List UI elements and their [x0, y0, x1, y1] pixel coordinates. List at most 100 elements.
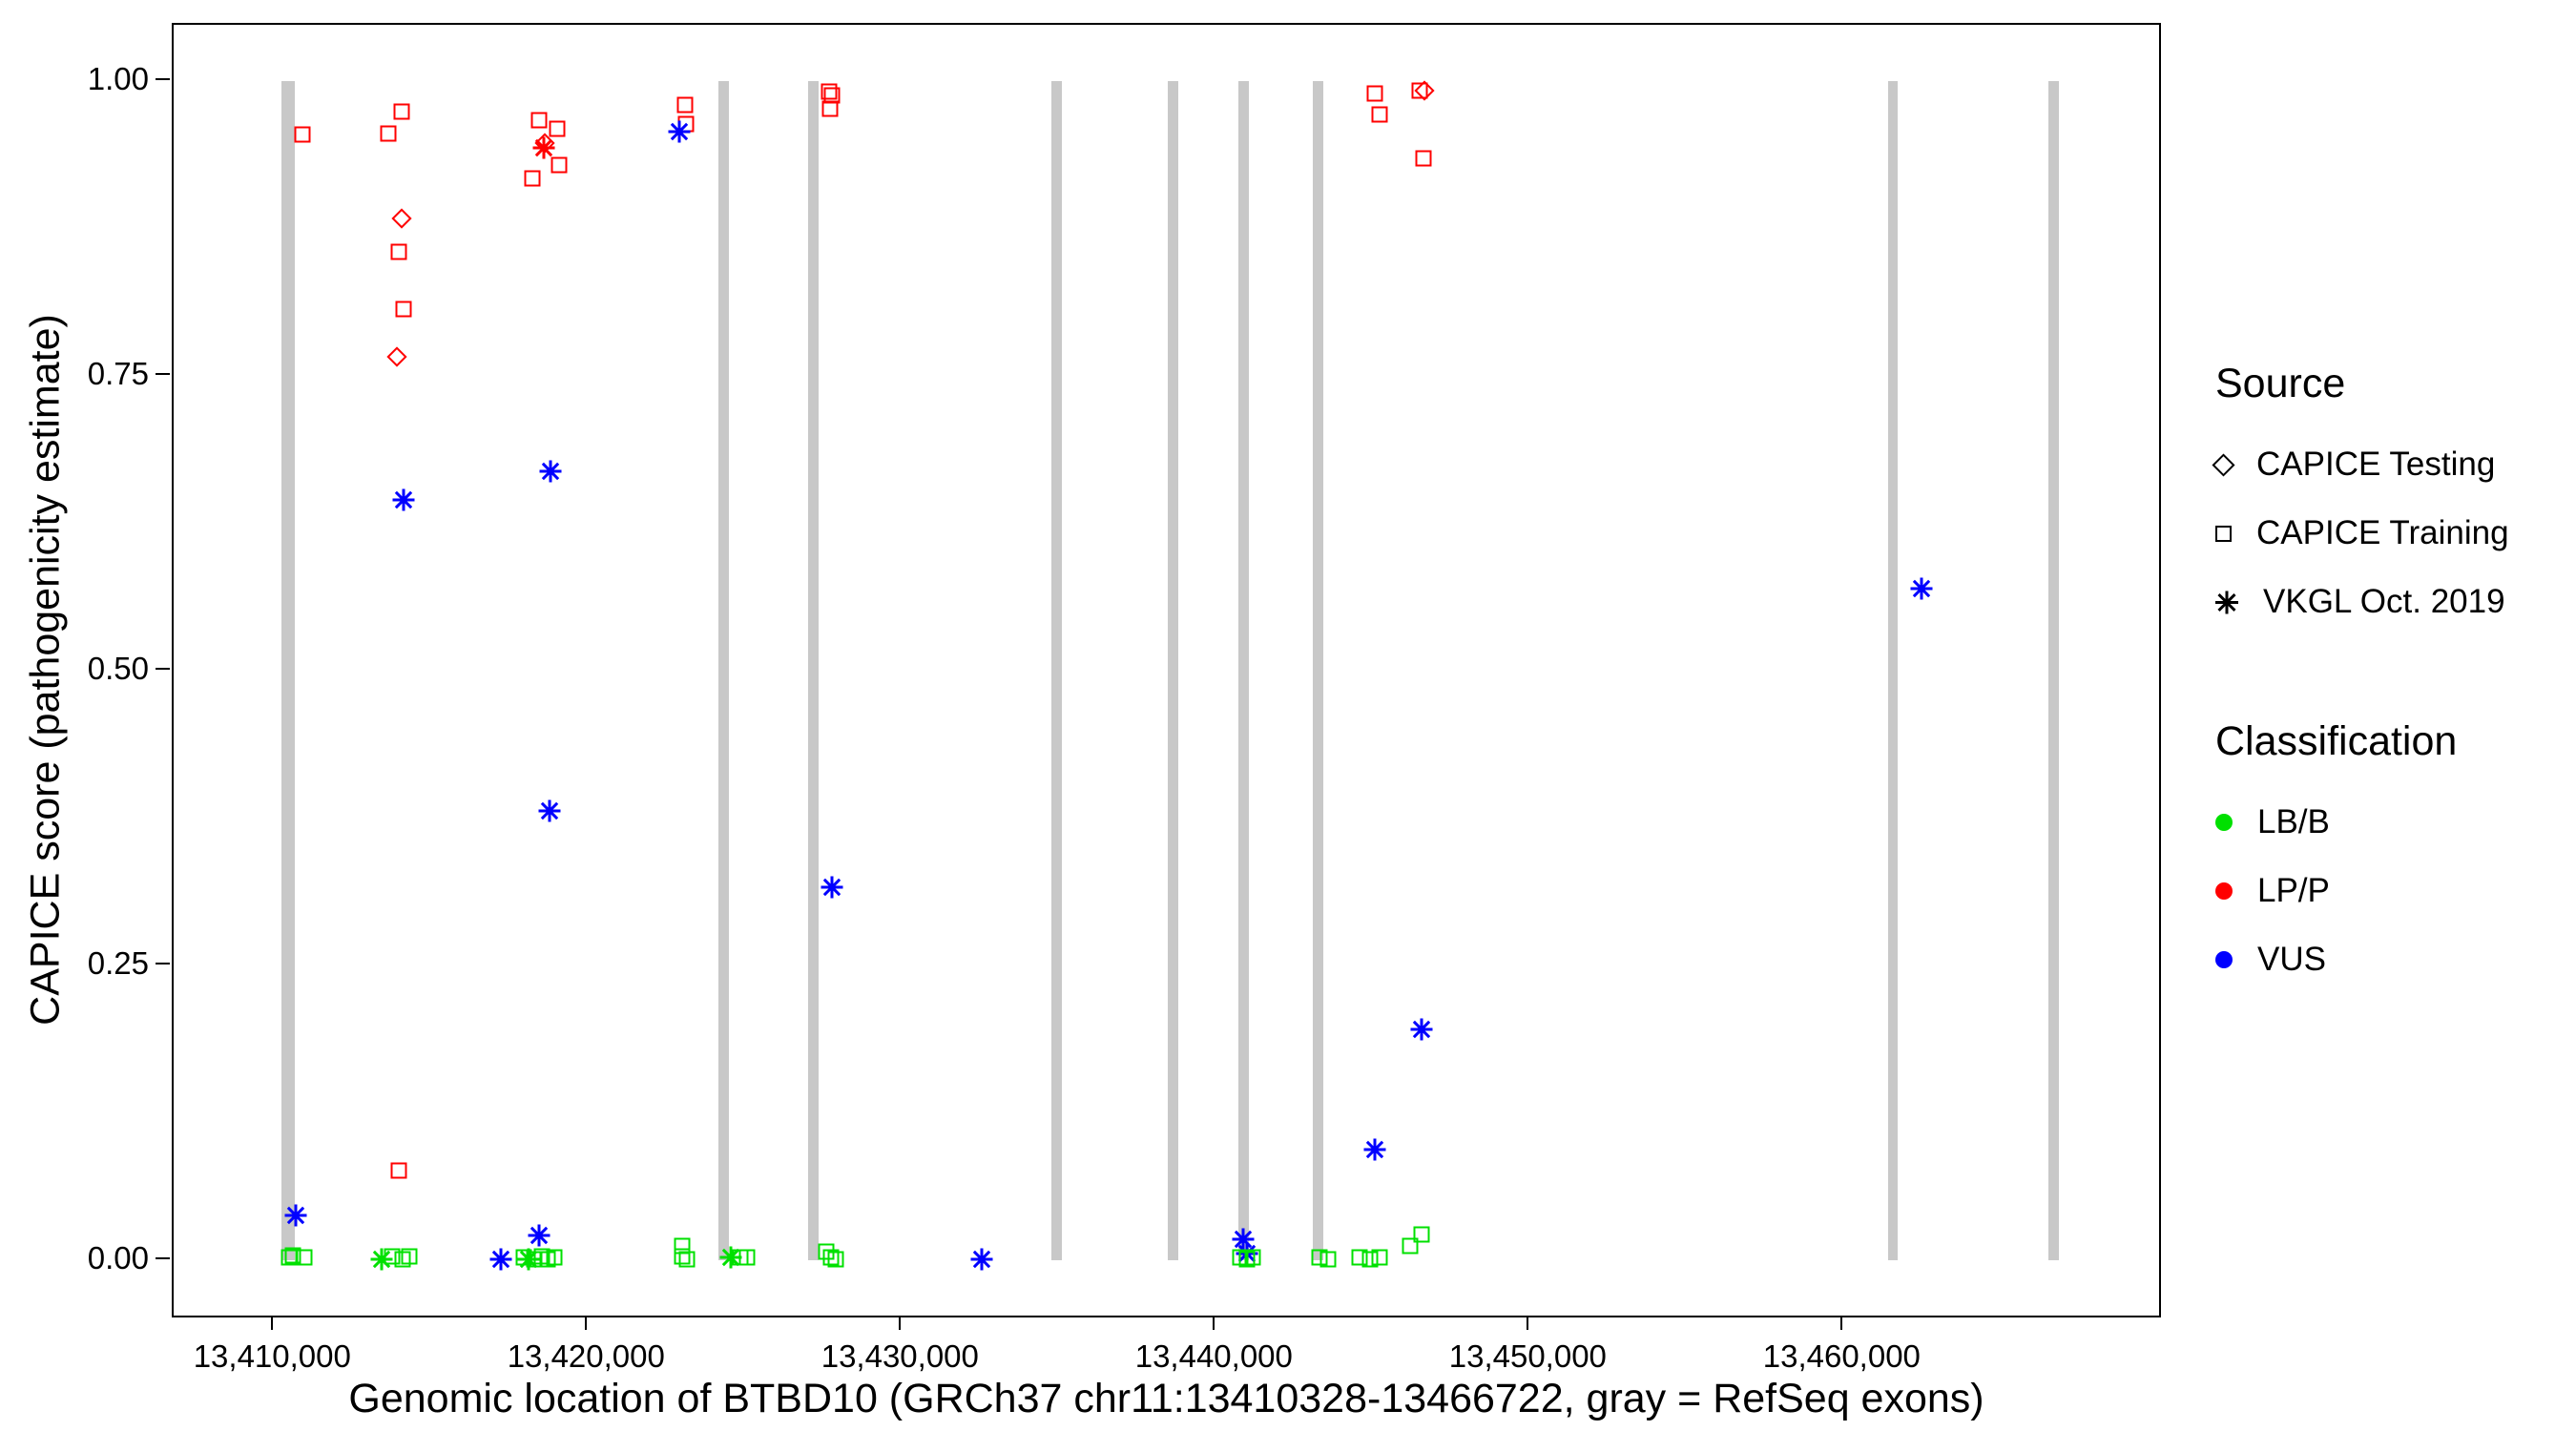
data-point-capice-training-lb-b: [822, 1249, 840, 1266]
data-point-capice-training-lp-p: [549, 120, 566, 137]
data-point-vkgl-oct-2019-vus: [668, 120, 691, 143]
refseq-exon-bar: [280, 81, 296, 1260]
x-axis-tick: [899, 1316, 902, 1330]
data-point-capice-training-lp-p: [380, 125, 397, 142]
circle-icon: [2215, 951, 2233, 968]
data-point-capice-training-lb-b: [674, 1237, 691, 1255]
diamond-icon: [2212, 452, 2235, 477]
y-axis-tick-label: 0.25: [87, 945, 149, 982]
data-point-capice-training-lp-p: [294, 126, 311, 143]
data-point-vkgl-oct-2019-vus: [1410, 1018, 1433, 1041]
data-point-capice-training-lb-b: [1402, 1237, 1419, 1255]
data-point-capice-training-lb-b: [1413, 1226, 1430, 1243]
legend-group-source: Source CAPICE Testing CAPICE Training VKGL…: [2212, 361, 2509, 636]
x-axis-title: Genomic location of BTBD10 (GRCh37 chr11…: [348, 1376, 1984, 1421]
refseq-exon-bar: [718, 81, 730, 1260]
data-point-capice-training-lp-p: [395, 301, 412, 318]
data-point-vkgl-oct-2019-lb-b: [719, 1246, 742, 1269]
data-point-vkgl-oct-2019-vus: [539, 460, 562, 483]
square-icon: [2215, 525, 2232, 542]
data-point-vkgl-oct-2019-vus: [1910, 577, 1933, 600]
y-axis-tick: [156, 668, 170, 671]
data-point-vkgl-oct-2019-vus: [528, 1224, 551, 1247]
data-point-capice-training-lp-p: [1411, 82, 1428, 99]
refseq-exon-bar: [1168, 81, 1179, 1260]
data-point-vkgl-oct-2019-vus: [1232, 1228, 1255, 1251]
data-point-vkgl-oct-2019-vus: [538, 799, 561, 822]
plot-panel: [172, 23, 2161, 1317]
legend-item-label: VKGL Oct. 2019: [2263, 583, 2505, 620]
data-point-capice-training-lp-p: [821, 83, 838, 100]
data-point-capice-training-lb-b: [296, 1249, 313, 1266]
x-axis-tick-label: 13,420,000: [507, 1338, 665, 1374]
data-point-capice-training-lb-b: [674, 1248, 691, 1265]
data-point-vkgl-oct-2019-vus: [821, 876, 843, 899]
legend-item-label: LB/B: [2257, 803, 2330, 840]
y-axis-tick-label: 0.75: [87, 356, 149, 392]
refseq-exon-bar: [1237, 81, 1249, 1260]
data-point-vkgl-oct-2019-lp-p: [532, 136, 555, 158]
data-point-capice-training-lp-p: [1366, 85, 1383, 102]
data-point-capice-training-lp-p: [1415, 150, 1432, 167]
legend-item-lb-b: LB/B: [2215, 788, 2509, 857]
data-point-capice-training-lb-b: [1319, 1251, 1337, 1268]
circle-icon: [2215, 814, 2233, 831]
legend-item-vus: VUS: [2215, 925, 2509, 994]
y-axis-tick-label: 0.00: [87, 1239, 149, 1275]
legend-group-classification: Classification LB/B LP/P VUS: [2215, 718, 2509, 994]
data-point-vkgl-oct-2019-vus: [284, 1204, 307, 1227]
x-axis-tick: [1840, 1316, 1843, 1330]
data-point-capice-training-lp-p: [1371, 106, 1388, 123]
legend-title-source: Source: [2215, 361, 2346, 406]
data-point-capice-training-lp-p: [821, 100, 839, 117]
legend: Source CAPICE Testing CAPICE Training VKGL…: [2212, 361, 2509, 994]
data-point-capice-training-lp-p: [551, 156, 568, 174]
refseq-exon-bar: [2048, 81, 2060, 1260]
legend-item-label: CAPICE Training: [2256, 514, 2509, 551]
refseq-exon-bar: [808, 81, 820, 1260]
data-point-capice-training-lp-p: [390, 1162, 407, 1179]
data-point-capice-training-lp-p: [530, 112, 548, 129]
data-point-capice-training-lp-p: [390, 243, 407, 260]
data-point-capice-training-lb-b: [1311, 1249, 1328, 1266]
data-point-capice-training-lp-p: [393, 103, 410, 120]
legend-item-capice-training: CAPICE Training: [2215, 499, 2509, 568]
legend-item-label: CAPICE Testing: [2256, 446, 2496, 483]
refseq-exon-bar: [1313, 81, 1323, 1260]
x-axis-tick: [585, 1316, 588, 1330]
data-point-vkgl-oct-2019-lb-b: [370, 1248, 393, 1271]
y-axis-tick: [156, 78, 170, 81]
x-axis-tick: [271, 1316, 274, 1330]
data-point-vkgl-oct-2019-lb-b: [517, 1248, 540, 1271]
legend-classification-items: LB/B LP/P VUS: [2215, 788, 2509, 994]
x-axis-tick-label: 13,410,000: [193, 1338, 351, 1374]
data-point-capice-training-lb-b: [1351, 1249, 1368, 1266]
refseq-exon-bar: [1887, 81, 1899, 1260]
data-point-vkgl-oct-2019-vus: [392, 488, 415, 511]
legend-item-label: VUS: [2257, 941, 2326, 978]
x-axis-tick: [1213, 1316, 1215, 1330]
circle-icon: [2215, 882, 2233, 900]
x-axis-tick-label: 13,440,000: [1134, 1338, 1293, 1374]
legend-title-classification: Classification: [2215, 718, 2458, 764]
data-point-capice-training-lp-p: [524, 170, 541, 187]
y-axis-tick-label: 1.00: [87, 61, 149, 97]
y-axis-tick-label: 0.50: [87, 651, 149, 687]
x-axis-tick: [1527, 1316, 1529, 1330]
refseq-exon-bar: [1051, 81, 1062, 1260]
data-point-vkgl-oct-2019-vus: [970, 1248, 993, 1271]
y-axis-tick: [156, 1256, 170, 1259]
data-point-capice-training-lb-b: [284, 1247, 301, 1264]
data-point-vkgl-oct-2019-vus: [489, 1248, 511, 1271]
data-point-capice-training-lb-b: [678, 1251, 696, 1268]
x-axis-tick-label: 13,450,000: [1448, 1338, 1607, 1374]
legend-item-label: LP/P: [2257, 872, 2330, 909]
data-point-capice-testing-lp-p: [385, 346, 407, 368]
x-axis-tick-label: 13,430,000: [821, 1338, 979, 1374]
data-point-capice-training-lb-b: [546, 1249, 563, 1266]
asterisk-icon: [2215, 591, 2238, 613]
legend-item-capice-testing: CAPICE Testing: [2212, 430, 2509, 499]
data-point-capice-testing-lp-p: [391, 208, 412, 229]
data-point-capice-training-lb-b: [1244, 1249, 1261, 1266]
